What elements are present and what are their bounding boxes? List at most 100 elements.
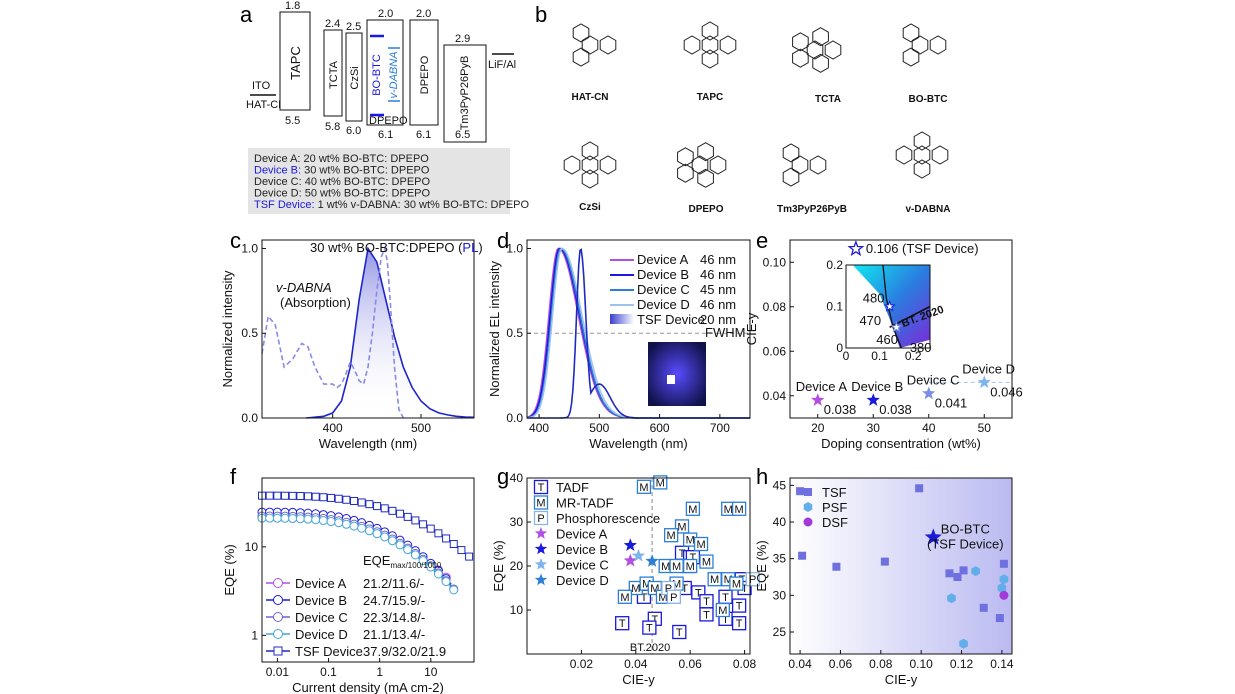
molecule-tcta: TCTA xyxy=(792,27,842,105)
tsf-marker xyxy=(798,551,807,560)
point-device-b xyxy=(866,393,880,406)
device-legend-item: Device A: 20 wt% BO-BTC: DPEPO xyxy=(254,153,429,165)
mr-tadf-glyph: M xyxy=(650,583,659,595)
molecule-bo-btc: BO-BTC xyxy=(902,23,948,105)
eqe-marker xyxy=(357,498,366,507)
molecule-tapc: TAPC xyxy=(683,21,737,103)
mr-tadf-marker xyxy=(715,602,730,618)
axes-frame xyxy=(526,239,751,419)
inset-wavelength-label: 460 xyxy=(876,332,898,347)
molecule-czsi: CzSi xyxy=(563,141,617,213)
inset-wavelength-label: 380 xyxy=(910,340,932,355)
ring xyxy=(913,159,931,179)
legend-marker xyxy=(273,612,283,622)
inset-locus xyxy=(882,264,903,349)
eqe-marker xyxy=(426,524,435,533)
mr-tadf-glyph: M xyxy=(686,535,695,547)
eqe-marker xyxy=(341,519,351,529)
ring xyxy=(929,35,947,55)
ring xyxy=(691,155,709,175)
tsf-marker xyxy=(995,614,1004,623)
device-legend-item: Device B: 30 wt% BO-BTC: DPEPO xyxy=(254,165,430,177)
layer-czsi xyxy=(345,32,363,122)
molecule-label: v-DABNA xyxy=(906,204,951,215)
eqe-marker xyxy=(395,540,405,550)
point-label: 0.106 (TSF Device) xyxy=(866,241,979,256)
tadf-glyph: T xyxy=(703,609,710,621)
ring xyxy=(599,155,617,175)
legend-label: Phosphorescence xyxy=(556,511,660,526)
legend-label: MR-TADF xyxy=(556,496,614,511)
tsf-marker xyxy=(953,573,962,581)
ring xyxy=(719,35,737,55)
device-legend-item: Device C: 40 wt% BO-BTC: DPEPO xyxy=(254,176,430,188)
panel-label-g: g xyxy=(497,464,509,489)
eqe-marker xyxy=(434,529,443,538)
y-tick-label: 0.06 xyxy=(763,344,787,358)
tapc-homo: 5.5 xyxy=(285,115,300,127)
eqe-marker xyxy=(396,509,405,518)
mr-tadf-glyph: M xyxy=(686,561,695,573)
eqe-marker xyxy=(265,513,275,523)
x-axis-label: CIE-y xyxy=(885,672,918,687)
tadf-glyph: T xyxy=(679,548,686,560)
y-tick-label: 0.04 xyxy=(763,389,787,403)
ring xyxy=(902,23,920,43)
panel-label-c: c xyxy=(230,228,241,253)
axes-frame xyxy=(789,239,1013,419)
tadf-glyph: T xyxy=(741,583,748,595)
mr-tadf-marker xyxy=(653,475,668,490)
eqe-marker xyxy=(418,556,428,566)
tadf-glyph: T xyxy=(619,618,626,630)
legend-label: Device D xyxy=(556,573,609,588)
eqe-marker xyxy=(426,562,436,572)
eml-homo: 6.1 xyxy=(378,129,393,141)
eqe-marker xyxy=(357,523,367,533)
x-tick-label: 0.06 xyxy=(829,657,853,671)
tsf-marker xyxy=(999,559,1008,568)
ring xyxy=(809,155,827,175)
ring xyxy=(782,167,800,187)
tcta-name: TCTA xyxy=(328,60,340,89)
eqe-marker xyxy=(380,532,390,542)
device-legend-item: TSF Device: 1 wt% v-DABNA: 30 wt% BO-BTC… xyxy=(254,199,530,211)
x-tick-label: 600 xyxy=(650,421,670,435)
legend-label: Device C xyxy=(637,282,690,297)
mr-tadf-marker xyxy=(674,519,690,534)
eml-host-label: DPEPO xyxy=(369,115,408,127)
inset-y-tick-label: 0.2 xyxy=(826,258,843,272)
inset-wavelength-label: 470 xyxy=(859,313,881,328)
absorption-line xyxy=(261,245,405,419)
dpepo-name: DPEPO xyxy=(419,55,431,94)
y-tick-label: 30 xyxy=(510,515,524,529)
tadf-glyph: T xyxy=(646,623,653,635)
point-name-label: Device B xyxy=(851,379,903,394)
ring xyxy=(791,155,809,175)
legend-label: Device B xyxy=(556,542,608,557)
eqe-marker xyxy=(364,526,374,536)
energy-level-diagram: ITO HAT-CN 1.8 5.5 TAPC 2.4 5.8 TCTA 2.5… xyxy=(246,0,530,214)
molecule-label: CzSi xyxy=(579,202,601,213)
legend-label: TSF Device xyxy=(295,644,363,659)
mr-tadf-glyph: M xyxy=(667,530,676,542)
ring xyxy=(792,48,809,68)
mr-tadf-glyph: M xyxy=(672,579,681,591)
eqe-marker xyxy=(288,491,297,500)
legend-swatch xyxy=(610,314,634,324)
y-tick-label: 0.5 xyxy=(241,326,258,340)
legend-eqe: 21.1/13.4/- xyxy=(363,627,425,642)
pl-line xyxy=(306,246,475,419)
bt2020-label: BT.2020 xyxy=(630,642,670,654)
x-tick-label: 0.02 xyxy=(570,657,594,671)
ring xyxy=(913,145,931,165)
point-name-label: Device D xyxy=(962,361,1015,376)
legend-marker xyxy=(803,517,813,527)
molecule-label: BO-BTC xyxy=(909,94,948,105)
y-tick-label: 1.0 xyxy=(506,241,523,255)
x-tick-label: 500 xyxy=(589,421,609,435)
ring xyxy=(701,35,719,55)
eqe-marker xyxy=(272,513,282,523)
y-tick-label: 0.08 xyxy=(763,300,787,314)
layer-tapc xyxy=(279,11,311,111)
point-value-label: 0.041 xyxy=(935,396,968,411)
